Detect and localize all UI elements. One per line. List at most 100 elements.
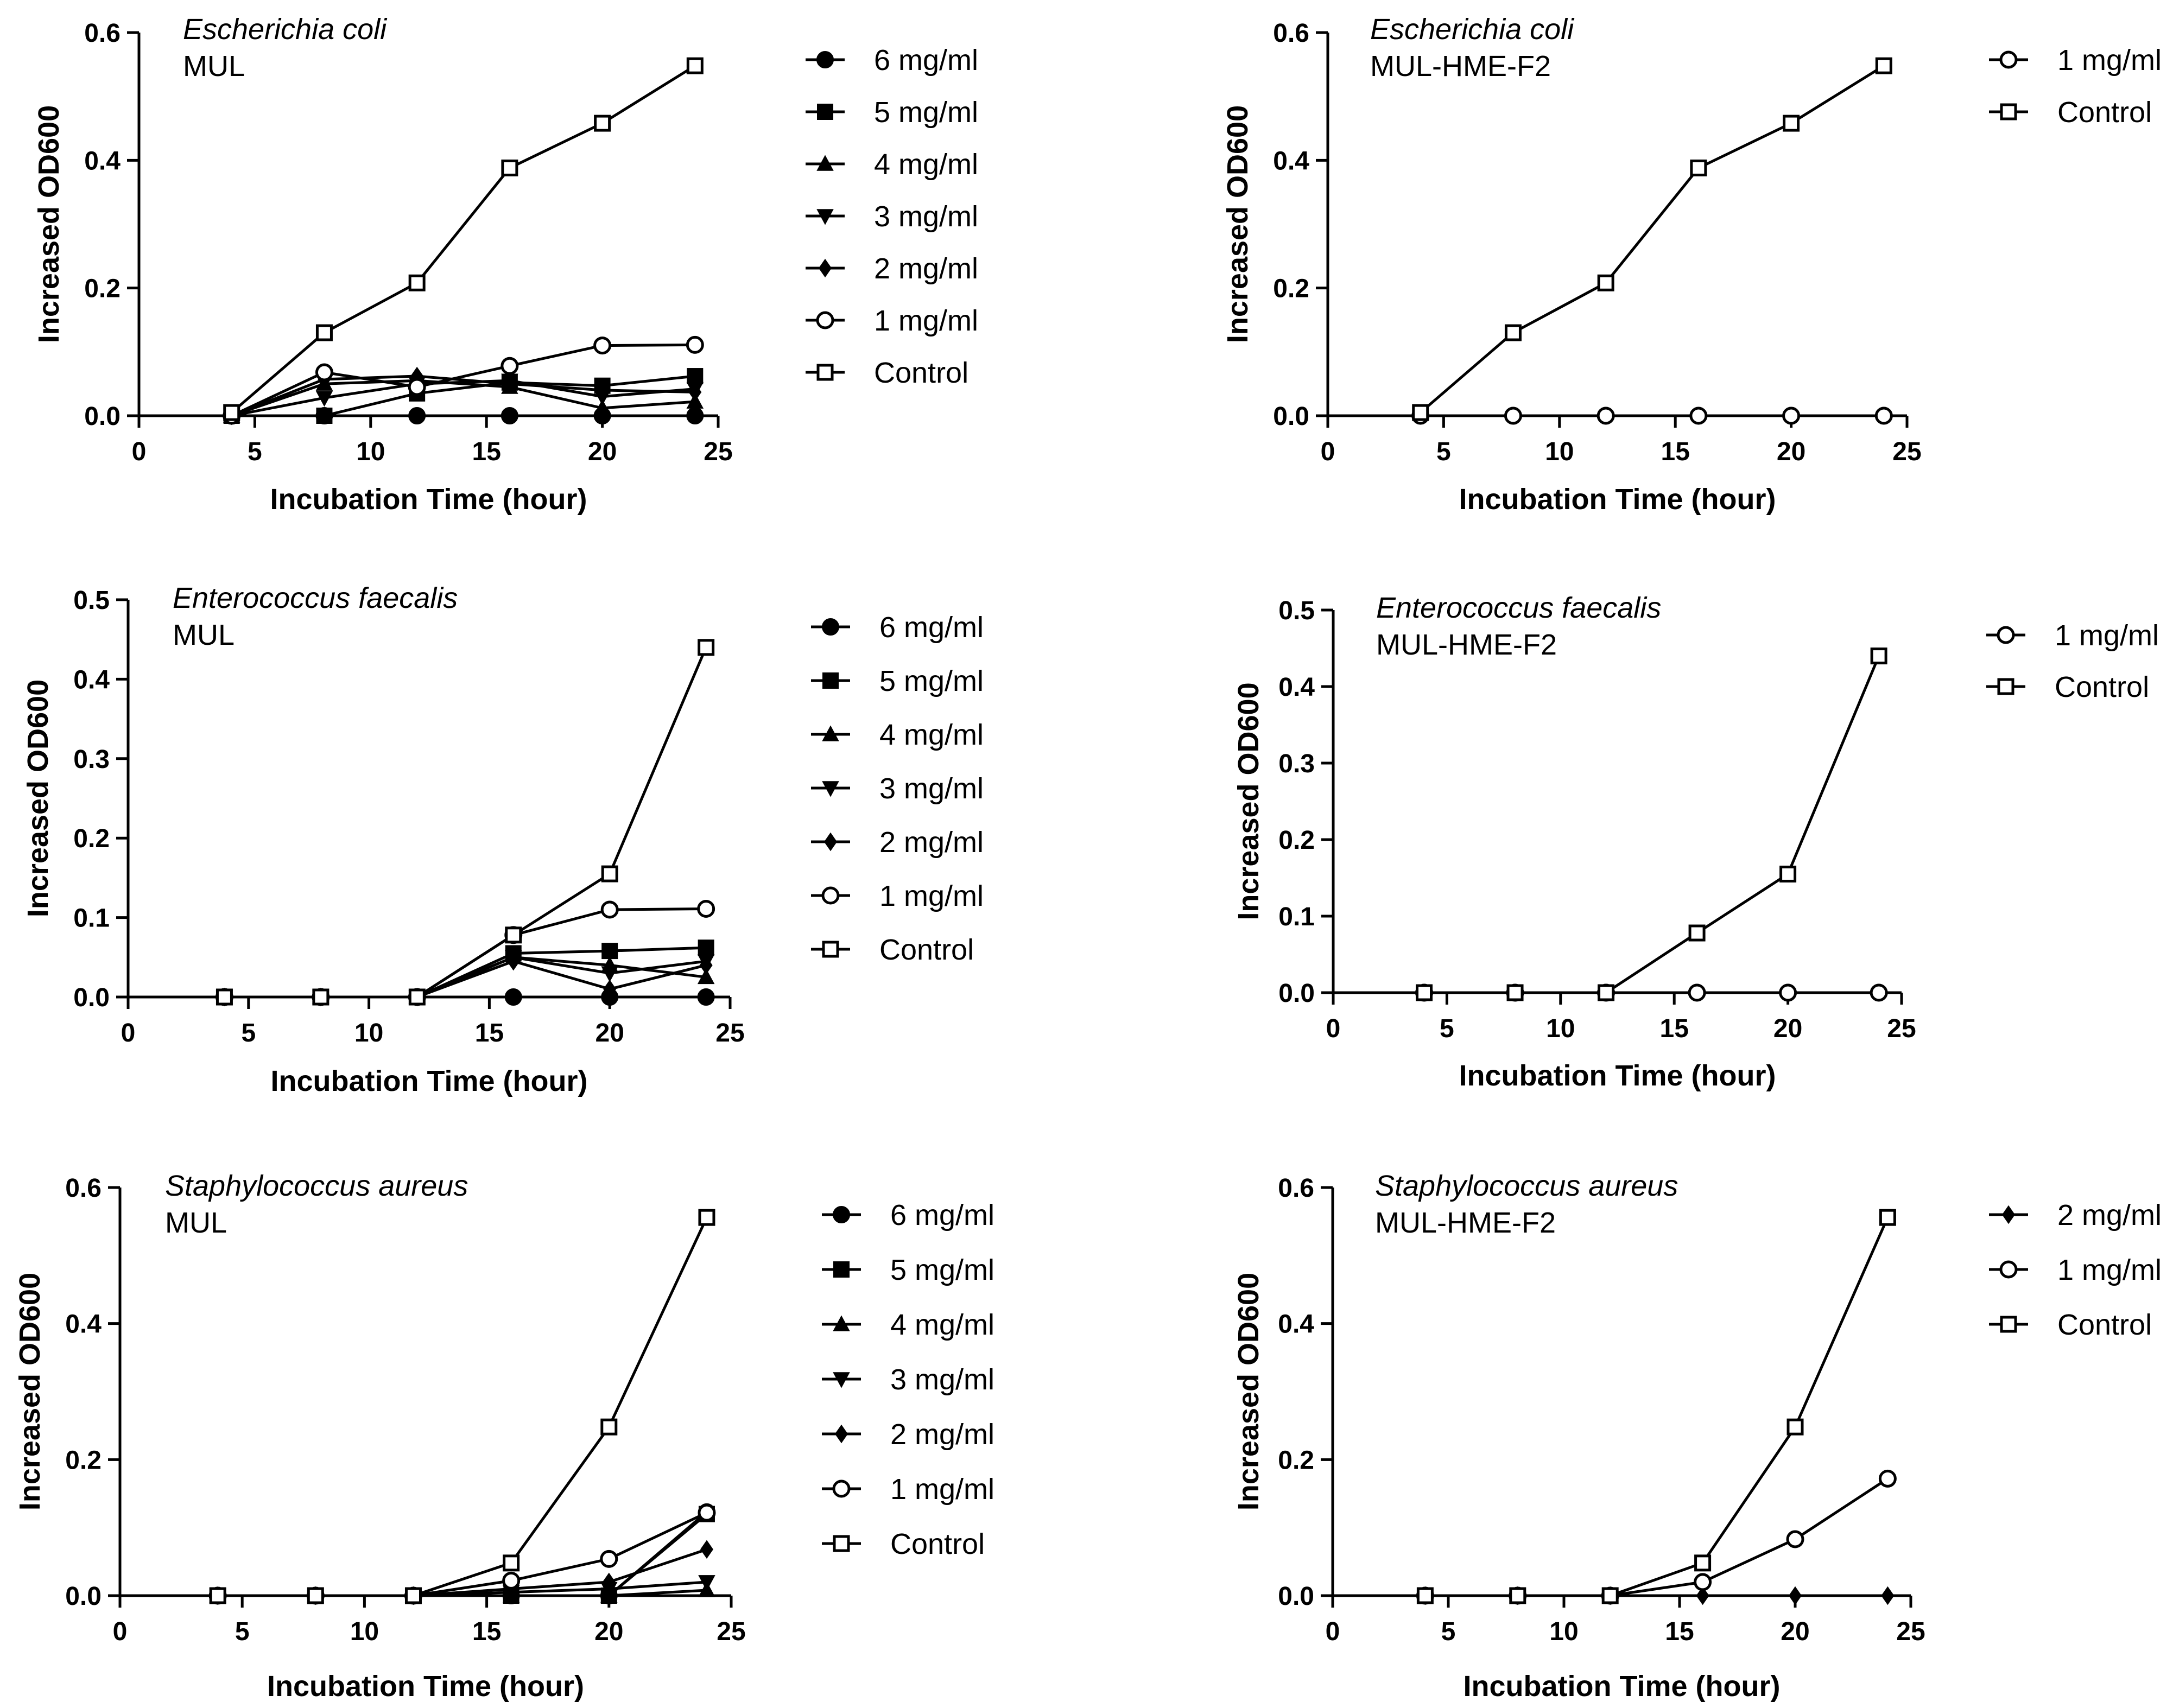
data-point-control — [1506, 984, 1524, 1001]
legend-item-5-mg-ml: 5 mg/ml — [811, 665, 984, 697]
data-point-control — [503, 1554, 520, 1572]
y-tick-label: 0.4 — [1273, 147, 1309, 175]
x-tick-label: 25 — [717, 1617, 745, 1646]
x-tick-label: 10 — [1549, 1617, 1578, 1646]
legend-marker-1-mg-ml — [1997, 626, 2015, 644]
data-point-control — [408, 988, 426, 1006]
x-axis-label: Incubation Time (hour) — [1464, 1670, 1781, 1703]
legend-item-control: Control — [1989, 96, 2152, 129]
x-tick-label: 0 — [1326, 1014, 1341, 1043]
series-points-control — [209, 1209, 715, 1604]
x-tick-label: 15 — [472, 1617, 501, 1646]
legend-marker-2-mg-ml — [835, 1424, 848, 1444]
x-tick-label: 5 — [1441, 1617, 1456, 1646]
data-point-control — [1416, 1587, 1434, 1604]
y-tick-label: 0.1 — [1278, 903, 1315, 931]
legend: 6 mg/ml 5 mg/ml 4 mg/ml 3 mg/ml 2 mg/ml 1 mg/… — [822, 1199, 994, 1560]
y-tick-label: 0.4 — [73, 665, 110, 694]
series-line-6-mg-ml — [218, 1510, 708, 1597]
legend-item-2-mg-ml: 2 mg/ml — [1989, 1199, 2162, 1231]
series-points-1-mg-ml — [1411, 407, 1893, 425]
legend: 6 mg/ml 5 mg/ml 4 mg/ml 3 mg/ml 2 mg/ml 1 mg/… — [806, 44, 978, 389]
y-tick-label: 0.5 — [73, 586, 110, 615]
legend-marker-3-mg-ml — [816, 209, 834, 225]
x-tick-label: 10 — [1546, 1014, 1575, 1043]
data-point-control — [1783, 115, 1800, 132]
data-point-control — [601, 865, 618, 882]
data-point-1-mg-ml — [1878, 1469, 1897, 1488]
legend-marker-1-mg-ml — [821, 886, 840, 905]
legend-label: Control — [2057, 1309, 2152, 1341]
data-point-control — [1786, 1418, 1804, 1436]
y-tick-label: 0.3 — [1278, 750, 1315, 778]
data-point-3-mg-ml — [601, 966, 618, 982]
legend-label: 2 mg/ml — [874, 252, 978, 285]
legend-marker-control — [816, 364, 834, 381]
series-line-control — [1420, 65, 1885, 414]
data-point-control — [698, 639, 715, 656]
panel-title: Staphylococcus aureus — [165, 1170, 468, 1202]
series-line-5-mg-ml — [224, 946, 706, 999]
data-point-control — [1875, 57, 1892, 74]
legend-label: Control — [879, 934, 974, 966]
data-point-control — [307, 1587, 324, 1604]
series-points-control — [223, 57, 704, 421]
y-tick-label: 0.2 — [1273, 275, 1309, 303]
legend-item-control: Control — [811, 934, 974, 966]
x-tick-label: 0 — [1321, 437, 1335, 466]
panel-title: Enterococcus faecalis — [173, 582, 458, 614]
chart-panel-1: 0 5 10 15 20 25 0.0 0.2 0.4 0.6 Incubation Time (h… — [33, 13, 978, 516]
data-point-control — [408, 274, 426, 291]
legend: 6 mg/ml 5 mg/ml 4 mg/ml 3 mg/ml 2 mg/ml 1 mg/… — [811, 611, 984, 966]
x-tick-label: 20 — [588, 437, 617, 466]
panel-subtitle: MUL — [183, 50, 245, 82]
data-point-control — [1412, 404, 1429, 421]
data-point-control — [404, 1587, 422, 1604]
data-point-1-mg-ml — [593, 336, 612, 355]
data-point-5-mg-ml — [698, 939, 714, 956]
y-axis-label: Increased OD600 — [1221, 105, 1254, 343]
data-point-control — [216, 988, 233, 1006]
x-tick-label: 15 — [1661, 437, 1690, 466]
legend-item-2-mg-ml: 2 mg/ml — [822, 1418, 994, 1451]
x-tick-label: 0 — [132, 437, 147, 466]
data-point-1-mg-ml — [1688, 983, 1706, 1002]
legend-item-2-mg-ml: 2 mg/ml — [806, 252, 978, 285]
data-point-control — [505, 926, 522, 944]
legend-marker-5-mg-ml — [822, 672, 839, 689]
data-point-control — [686, 57, 704, 74]
data-point-2-mg-ml — [1789, 1586, 1802, 1605]
x-tick-label: 25 — [1887, 1014, 1916, 1043]
legend-item-1-mg-ml: 1 mg/ml — [1989, 1254, 2162, 1286]
y-tick-label: 0.3 — [73, 745, 110, 774]
series-line-4-mg-ml — [231, 379, 695, 417]
data-point-1-mg-ml — [502, 1571, 521, 1590]
x-tick-label: 15 — [472, 437, 501, 466]
legend-label: 1 mg/ml — [890, 1473, 994, 1506]
data-point-4-mg-ml — [593, 399, 611, 415]
y-axis-label: Increased OD600 — [33, 105, 65, 343]
x-tick-label: 5 — [248, 437, 262, 466]
data-point-6-mg-ml — [686, 407, 704, 424]
series-points-control — [216, 639, 715, 1006]
legend-marker-control — [822, 941, 839, 958]
data-point-5-mg-ml — [316, 408, 333, 424]
panel-subtitle: MUL-HME-F2 — [1375, 1207, 1556, 1239]
data-point-6-mg-ml — [408, 407, 426, 424]
legend-label: 5 mg/ml — [874, 96, 978, 129]
data-point-1-mg-ml — [315, 363, 333, 382]
data-point-3-mg-ml — [315, 391, 333, 407]
data-point-control — [315, 324, 333, 341]
legend-marker-1-mg-ml — [1999, 1260, 2018, 1279]
legend-marker-3-mg-ml — [822, 781, 839, 797]
legend-label: 6 mg/ml — [879, 611, 984, 644]
legend-item-control: Control — [1986, 671, 2149, 703]
data-point-1-mg-ml — [1504, 407, 1522, 425]
data-point-control — [1688, 924, 1706, 942]
legend-label: Control — [874, 357, 968, 389]
panel-title: Enterococcus faecalis — [1376, 592, 1661, 624]
data-point-control — [1509, 1587, 1526, 1604]
legend-item-4-mg-ml: 4 mg/ml — [806, 148, 978, 181]
series-line-5-mg-ml — [231, 374, 695, 417]
